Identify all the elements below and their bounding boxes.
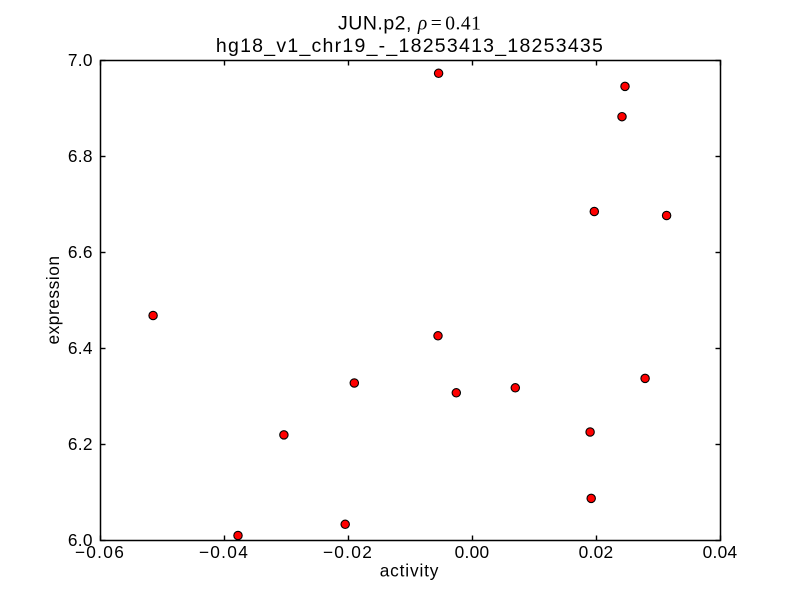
svg-text:−0.04: −0.04 — [199, 542, 249, 562]
svg-text:−0.06: −0.06 — [75, 542, 125, 562]
svg-text:6.8: 6.8 — [68, 146, 93, 166]
svg-text:−0.02: −0.02 — [323, 542, 373, 562]
svg-text:expression: expression — [43, 255, 63, 344]
svg-text:6.2: 6.2 — [68, 434, 93, 454]
svg-text:6.6: 6.6 — [68, 242, 93, 262]
svg-text:activity: activity — [380, 560, 440, 580]
svg-text:0.02: 0.02 — [579, 542, 614, 562]
svg-text:0.04: 0.04 — [703, 542, 738, 562]
svg-text:6.0: 6.0 — [68, 530, 93, 550]
svg-text:0.00: 0.00 — [455, 542, 490, 562]
svg-text:JUN.p2, ρ=0.41: JUN.p2, ρ = 0.41 — [338, 12, 481, 34]
svg-text:hg18_v1_chr19_-_18253413_18253: hg18_v1_chr19_-_18253413_18253435 — [216, 35, 604, 57]
svg-text:6.4: 6.4 — [68, 338, 93, 358]
svg-text:7.0: 7.0 — [68, 50, 93, 70]
